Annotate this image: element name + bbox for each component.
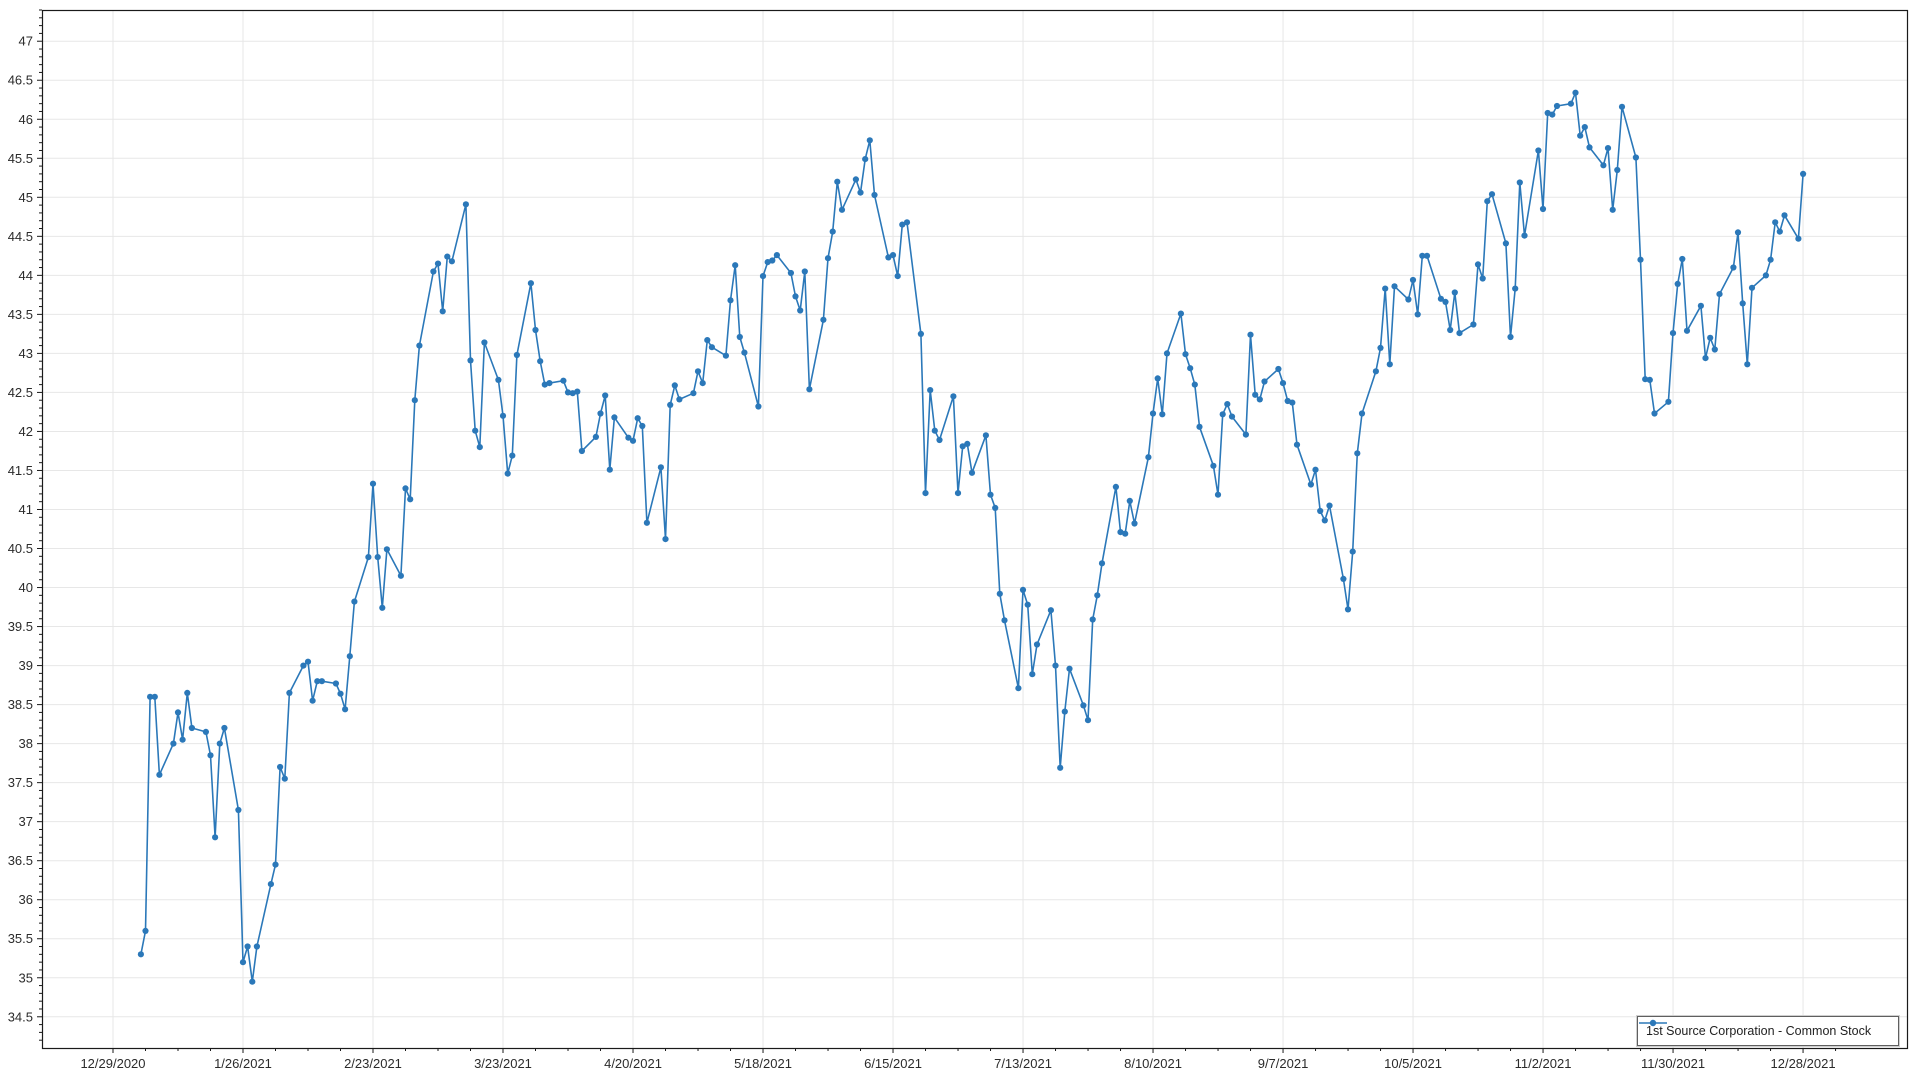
svg-text:42.5: 42.5: [8, 385, 33, 400]
svg-text:45.5: 45.5: [8, 151, 33, 166]
svg-text:43.5: 43.5: [8, 307, 33, 322]
svg-text:40: 40: [19, 580, 33, 595]
svg-text:46: 46: [19, 112, 33, 127]
svg-text:41.5: 41.5: [8, 463, 33, 478]
svg-text:44: 44: [19, 268, 33, 283]
svg-text:37: 37: [19, 814, 33, 829]
svg-text:7/13/2021: 7/13/2021: [994, 1056, 1052, 1071]
svg-text:36.5: 36.5: [8, 853, 33, 868]
legend-line-marker-icon: [1639, 1019, 1667, 1027]
svg-text:43: 43: [19, 346, 33, 361]
svg-text:35.5: 35.5: [8, 931, 33, 946]
svg-text:2/23/2021: 2/23/2021: [344, 1056, 402, 1071]
series-1st-source: [137, 89, 1807, 985]
svg-text:12/28/2021: 12/28/2021: [1771, 1056, 1836, 1071]
svg-text:12/29/2020: 12/29/2020: [80, 1056, 145, 1071]
svg-text:44.5: 44.5: [8, 229, 33, 244]
svg-text:46.5: 46.5: [8, 73, 33, 88]
legend[interactable]: 1st Source Corporation - Common Stock: [1636, 1015, 1900, 1047]
svg-text:47: 47: [19, 34, 33, 49]
svg-text:10/5/2021: 10/5/2021: [1384, 1056, 1442, 1071]
svg-text:11/30/2021: 11/30/2021: [1641, 1056, 1705, 1071]
tick-labels: 34.5 35 35.5 36 36.5 37 37.5 38 38.5 39 39.5 40 40.5…: [8, 34, 1836, 1071]
svg-text:9/7/2021: 9/7/2021: [1258, 1056, 1309, 1071]
svg-text:41: 41: [19, 502, 33, 517]
svg-text:36: 36: [19, 892, 33, 907]
svg-text:42: 42: [19, 424, 33, 439]
axes: [41, 9, 1909, 1050]
svg-text:38.5: 38.5: [8, 697, 33, 712]
svg-text:39: 39: [19, 658, 33, 673]
tick-marks: [37, 9, 1837, 1053]
svg-text:5/18/2021: 5/18/2021: [734, 1056, 792, 1071]
svg-text:4/20/2021: 4/20/2021: [604, 1056, 662, 1071]
svg-text:11/2/2021: 11/2/2021: [1515, 1056, 1572, 1071]
svg-text:39.5: 39.5: [8, 619, 33, 634]
svg-text:1/26/2021: 1/26/2021: [214, 1056, 272, 1071]
svg-text:8/10/2021: 8/10/2021: [1124, 1056, 1182, 1071]
gridlines: [42, 10, 1907, 1048]
svg-text:45: 45: [19, 190, 33, 205]
svg-text:6/15/2021: 6/15/2021: [864, 1056, 922, 1071]
svg-text:37.5: 37.5: [8, 775, 33, 790]
legend-label: 1st Source Corporation - Common Stock: [1646, 1024, 1872, 1038]
svg-text:34.5: 34.5: [8, 1009, 33, 1024]
svg-text:3/23/2021: 3/23/2021: [474, 1056, 532, 1071]
svg-text:35: 35: [19, 970, 33, 985]
svg-text:38: 38: [19, 736, 33, 751]
svg-text:40.5: 40.5: [8, 541, 33, 556]
